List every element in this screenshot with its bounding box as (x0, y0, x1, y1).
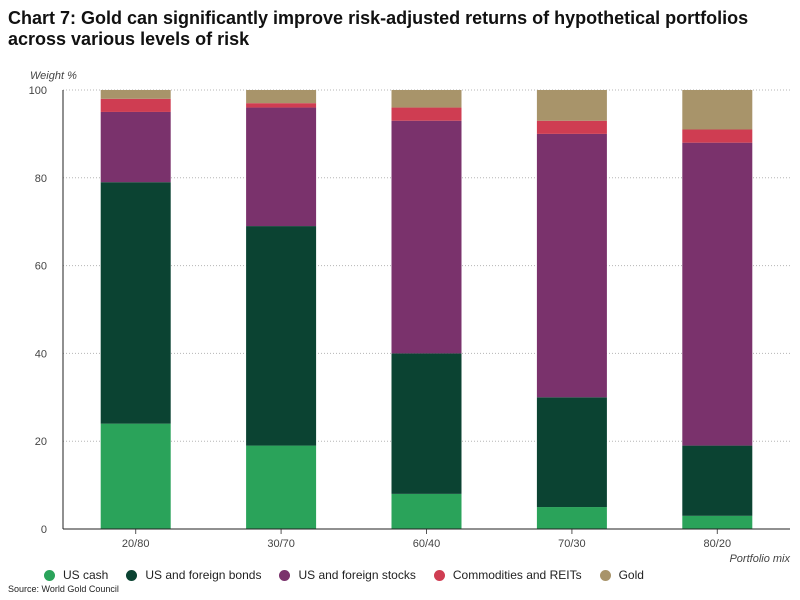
legend-label: Gold (618, 568, 644, 582)
bar-segment (100, 182, 171, 424)
bar-segment (391, 90, 462, 108)
source-note: Source: World Gold Council (8, 584, 119, 594)
y-axis-label: Weight % (30, 70, 77, 82)
y-tick-label: 0 (41, 524, 47, 536)
x-tick-label: 30/70 (267, 538, 295, 550)
axes: 0 20 40 60 80 100 20/80 30/70 60/40 70/30 80/20 (29, 85, 790, 550)
legend: US cash US and foreign bonds US and foreig… (44, 566, 662, 584)
bar-segment (391, 493, 462, 529)
y-tick-label: 20 (35, 436, 47, 448)
legend-swatch (44, 569, 55, 581)
y-tick-label: 100 (29, 85, 47, 97)
y-tick-label: 80 (35, 173, 47, 185)
legend-item: US and foreign bonds (126, 568, 261, 582)
x-tick-label: 70/30 (558, 538, 586, 550)
bar-segment (246, 226, 317, 446)
chart-title: Chart 7: Gold can significantly improve … (8, 8, 749, 49)
x-tick-label: 20/80 (122, 538, 150, 550)
bar-segment (682, 515, 753, 529)
legend-item: Commodities and REITs (433, 568, 582, 582)
bar-segment (682, 445, 753, 516)
legend-swatch (599, 569, 611, 581)
bar-segment (100, 111, 171, 183)
y-tick-label: 40 (35, 348, 47, 360)
bar-segment (682, 142, 753, 446)
x-tick-label: 60/40 (413, 538, 441, 550)
bar-segment (391, 120, 462, 354)
bar-segment (391, 107, 462, 121)
legend-item: Gold (599, 568, 644, 582)
legend-label: Commodities and REITs (452, 568, 582, 582)
bar-segment (391, 353, 462, 494)
legend-item: US and foreign stocks (279, 568, 416, 582)
bar-segment (100, 423, 171, 529)
bar-segment (536, 120, 607, 134)
bar-segment (100, 98, 171, 112)
y-tick-label: 60 (35, 261, 47, 273)
bars (100, 90, 753, 529)
legend-swatch (126, 569, 138, 581)
bar-segment (682, 90, 753, 130)
bar-segment (536, 133, 607, 398)
x-axis-label: Portfolio mix (729, 553, 790, 565)
legend-label: US and foreign stocks (298, 568, 416, 582)
legend-label: US cash (63, 568, 109, 582)
bar-segment (682, 129, 753, 143)
bar-segment (246, 90, 317, 104)
legend-swatch (433, 569, 445, 581)
legend-item: US cash (44, 568, 108, 582)
legend-label: US and foreign bonds (145, 568, 262, 582)
bar-segment (536, 397, 607, 508)
bar-segment (246, 445, 317, 529)
x-tick-label: 80/20 (704, 538, 732, 550)
bar-segment (536, 507, 607, 529)
bar-segment (246, 107, 317, 227)
bar-segment (100, 90, 171, 99)
bar-segment (246, 103, 317, 108)
bar-segment (536, 90, 607, 121)
legend-swatch (279, 569, 291, 581)
